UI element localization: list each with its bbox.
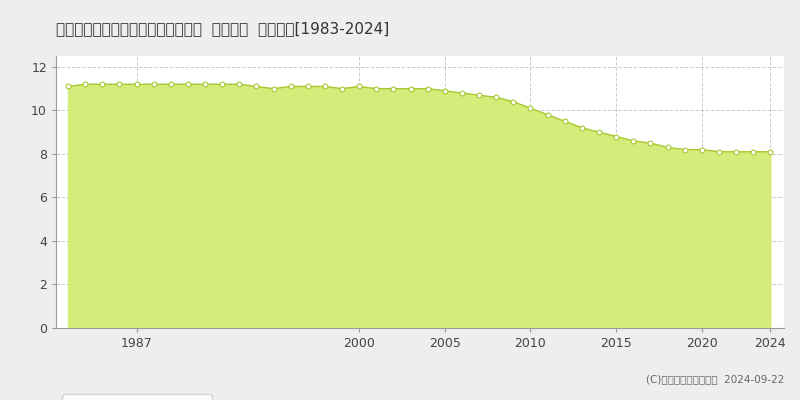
Text: (C)土地価格ドットコム  2024-09-22: (C)土地価格ドットコム 2024-09-22	[646, 374, 784, 384]
Text: 宮崎県都城市下川東１丁目７号８番  基準地価  地価推移[1983-2024]: 宮崎県都城市下川東１丁目７号８番 基準地価 地価推移[1983-2024]	[56, 21, 390, 36]
Legend: 基準地価 平均坪単価(万円/坪): 基準地価 平均坪単価(万円/坪)	[62, 394, 211, 400]
